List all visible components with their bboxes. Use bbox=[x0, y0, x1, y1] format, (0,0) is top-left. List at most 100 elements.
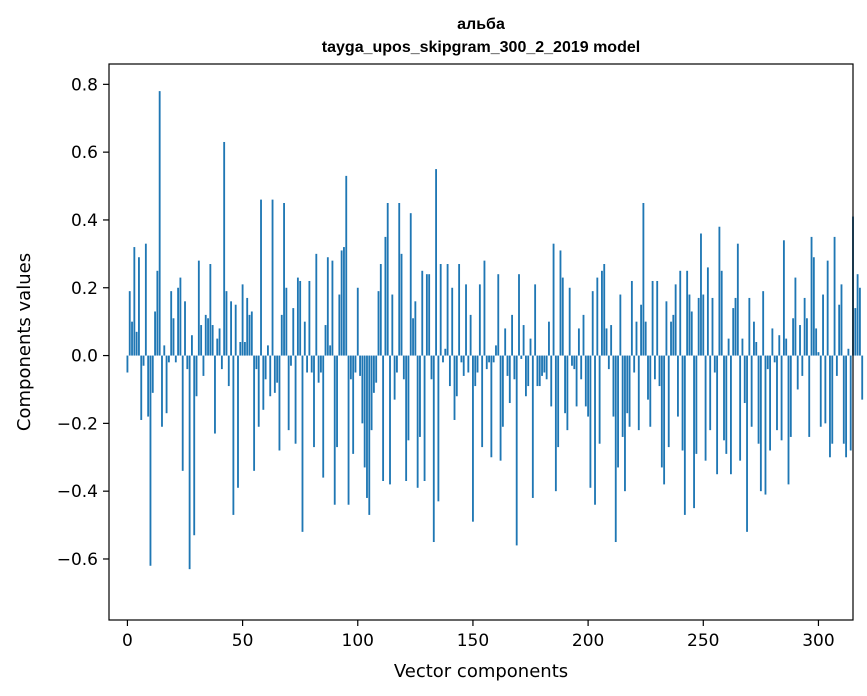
bar-11 bbox=[151, 355, 154, 393]
bar-254 bbox=[711, 297, 714, 356]
bar-240 bbox=[679, 270, 682, 356]
x-tick-label: 250 bbox=[687, 631, 719, 651]
bar-23 bbox=[179, 277, 182, 356]
bar-212 bbox=[614, 355, 617, 543]
bar-181 bbox=[543, 355, 546, 373]
bar-62 bbox=[269, 355, 272, 397]
bar-147 bbox=[465, 284, 467, 356]
bar-309 bbox=[838, 304, 841, 356]
bar-96 bbox=[347, 355, 350, 505]
bar-41 bbox=[220, 355, 223, 370]
bar-311 bbox=[842, 355, 845, 444]
bar-50 bbox=[241, 284, 244, 356]
bar-225 bbox=[644, 321, 647, 356]
bar-91 bbox=[336, 355, 338, 448]
bar-27 bbox=[188, 355, 191, 570]
bar-303 bbox=[824, 355, 827, 424]
bar-242 bbox=[683, 355, 686, 515]
plot-frame bbox=[108, 63, 854, 621]
bar-247 bbox=[695, 355, 698, 454]
bar-318 bbox=[858, 287, 861, 356]
bar-261 bbox=[727, 338, 730, 356]
bar-305 bbox=[829, 355, 831, 458]
bar-13 bbox=[156, 270, 159, 356]
bar-282 bbox=[776, 355, 778, 431]
bar-175 bbox=[529, 338, 532, 356]
bar-89 bbox=[331, 260, 334, 356]
bar-238 bbox=[674, 284, 677, 356]
bar-259 bbox=[723, 355, 725, 441]
x-tick-label: 200 bbox=[572, 631, 604, 651]
bar-37 bbox=[211, 325, 214, 356]
bar-75 bbox=[299, 280, 302, 356]
bar-163 bbox=[501, 355, 504, 427]
bar-132 bbox=[430, 355, 433, 380]
bar-262 bbox=[730, 355, 732, 475]
bar-169 bbox=[515, 355, 518, 546]
bar-185 bbox=[552, 243, 555, 356]
bar-121 bbox=[405, 355, 408, 481]
bar-137 bbox=[442, 355, 444, 363]
bar-253 bbox=[709, 355, 712, 431]
chart-title: альба bbox=[457, 16, 505, 33]
bar-64 bbox=[273, 355, 276, 393]
bar-117 bbox=[396, 355, 398, 373]
bar-19 bbox=[170, 291, 173, 356]
bar-239 bbox=[677, 355, 679, 417]
bar-227 bbox=[649, 355, 652, 427]
bar-224 bbox=[642, 203, 645, 356]
bar-287 bbox=[787, 355, 790, 485]
bar-180 bbox=[541, 355, 543, 376]
bar-94 bbox=[343, 247, 345, 356]
bar-72 bbox=[292, 308, 295, 356]
bar-42 bbox=[223, 141, 226, 356]
bar-306 bbox=[831, 355, 834, 444]
bar-116 bbox=[393, 355, 396, 400]
bar-222 bbox=[637, 355, 640, 431]
bar-152 bbox=[476, 355, 479, 373]
bar-106 bbox=[370, 355, 373, 431]
bar-35 bbox=[207, 318, 209, 356]
bar-170 bbox=[518, 274, 520, 356]
bar-312 bbox=[845, 355, 848, 458]
bar-46 bbox=[232, 355, 235, 515]
bar-294 bbox=[803, 297, 806, 356]
bar-281 bbox=[773, 355, 776, 363]
bar-183 bbox=[548, 321, 550, 356]
bar-307 bbox=[833, 236, 836, 356]
bar-159 bbox=[492, 355, 495, 363]
bar-316 bbox=[854, 308, 857, 356]
bar-119 bbox=[400, 253, 403, 356]
bar-144 bbox=[458, 264, 461, 356]
bar-252 bbox=[706, 267, 709, 356]
bar-16 bbox=[163, 345, 166, 356]
bar-171 bbox=[520, 355, 523, 359]
y-tick-label: 0.0 bbox=[71, 347, 98, 367]
bar-125 bbox=[414, 301, 417, 356]
bar-162 bbox=[499, 355, 502, 461]
bar-308 bbox=[835, 355, 838, 376]
bar-272 bbox=[753, 321, 755, 356]
bar-319 bbox=[861, 355, 864, 400]
bar-167 bbox=[511, 314, 514, 356]
bar-263 bbox=[732, 308, 735, 356]
x-tick-label: 300 bbox=[802, 631, 834, 651]
bar-264 bbox=[734, 297, 737, 356]
bar-164 bbox=[504, 328, 507, 356]
bar-115 bbox=[391, 294, 394, 356]
bar-250 bbox=[702, 294, 705, 356]
y-tick-label: −0.6 bbox=[57, 550, 98, 570]
bar-101 bbox=[359, 355, 361, 376]
bar-40 bbox=[218, 328, 221, 356]
bar-143 bbox=[455, 355, 458, 397]
bar-33 bbox=[202, 355, 205, 376]
bar-194 bbox=[573, 355, 576, 370]
bar-142 bbox=[453, 355, 456, 420]
y-tick-label: 0.2 bbox=[71, 279, 98, 299]
bar-201 bbox=[589, 355, 592, 488]
bar-205 bbox=[598, 355, 601, 444]
bar-30 bbox=[195, 355, 198, 397]
bar-92 bbox=[338, 294, 341, 356]
bar-136 bbox=[439, 264, 442, 356]
bar-83 bbox=[317, 355, 320, 383]
